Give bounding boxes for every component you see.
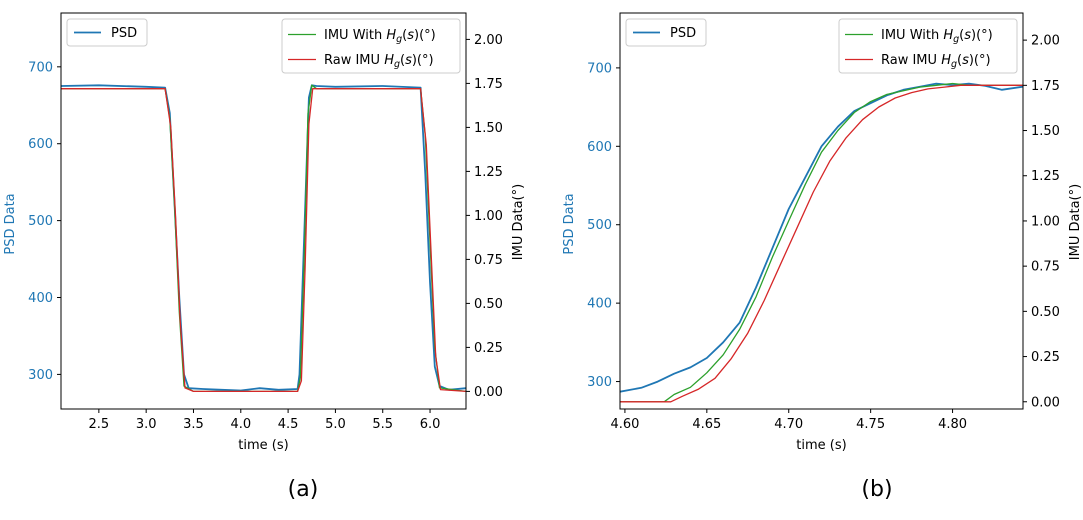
legend-imu: IMU With Hg(s)(°) Raw IMU Hg(s)(°) bbox=[281, 18, 461, 74]
legend-psd: PSD bbox=[625, 18, 707, 47]
plot-frame bbox=[60, 12, 467, 410]
x-tick-label: 3.5 bbox=[183, 417, 204, 432]
y-left-axis-title: PSD Data bbox=[562, 193, 577, 254]
y-right-axis-title: IMU Data(°) bbox=[511, 184, 526, 260]
y-right-tick-label: 1.00 bbox=[474, 209, 503, 224]
y-right-tick-label: 1.50 bbox=[1031, 124, 1060, 139]
y-right-tick-label: 2.00 bbox=[474, 33, 503, 48]
legend-psd-box bbox=[66, 18, 148, 47]
x-tick-label: 4.5 bbox=[278, 417, 299, 432]
legend-imu-box bbox=[281, 18, 461, 74]
y-right-tick-label: 0.75 bbox=[1031, 260, 1060, 275]
x-axis-title: time (s) bbox=[238, 438, 288, 453]
legend-psd-label: PSD bbox=[111, 26, 137, 41]
legend-psd-box bbox=[625, 18, 707, 47]
x-tick-label: 4.70 bbox=[774, 417, 803, 432]
y-right-tick-label: 1.25 bbox=[474, 165, 503, 180]
panel-label: (b) bbox=[861, 477, 892, 502]
series-line-raw-imu bbox=[61, 88, 466, 393]
legend-imu-label: IMU With Hg(s)(°) bbox=[881, 28, 993, 45]
y-left-axis-title: PSD Data bbox=[3, 193, 18, 254]
legend-imu-label: Raw IMU Hg(s)(°) bbox=[324, 53, 434, 70]
y-right-tick-label: 1.00 bbox=[1031, 214, 1060, 229]
series-line-psd bbox=[61, 84, 466, 392]
legend-imu: IMU With Hg(s)(°) Raw IMU Hg(s)(°) bbox=[838, 18, 1018, 74]
x-tick-label: 4.65 bbox=[692, 417, 721, 432]
y-left-tick-label: 600 bbox=[587, 140, 612, 155]
y-left-tick-label: 300 bbox=[28, 368, 53, 383]
x-tick-label: 5.5 bbox=[372, 417, 393, 432]
y-right-tick-label: 0.75 bbox=[474, 253, 503, 268]
x-tick-label: 4.75 bbox=[856, 417, 885, 432]
y-right-tick-label: 1.25 bbox=[1031, 169, 1060, 184]
x-axis-title: time (s) bbox=[796, 438, 846, 453]
series-line-raw-imu bbox=[620, 84, 1023, 403]
y-left-tick-label: 400 bbox=[587, 297, 612, 312]
y-left-tick-label: 500 bbox=[28, 214, 53, 229]
y-right-tick-label: 0.25 bbox=[1031, 350, 1060, 365]
legend-imu-box bbox=[838, 18, 1018, 74]
legend-imu-label: Raw IMU Hg(s)(°) bbox=[881, 53, 991, 70]
x-tick-label: 4.60 bbox=[610, 417, 639, 432]
x-tick-label: 4.0 bbox=[230, 417, 251, 432]
series-line-psd bbox=[620, 82, 1023, 393]
x-tick-label: 2.5 bbox=[89, 417, 110, 432]
y-left-tick-label: 500 bbox=[587, 218, 612, 233]
series-line-imu-with-hg bbox=[61, 84, 466, 393]
y-right-tick-label: 0.00 bbox=[474, 385, 503, 400]
y-right-tick-label: 2.00 bbox=[1031, 34, 1060, 49]
chart-panel-b: 4.60 4.65 4.70 4.75 4.80 300 400 500 600 700 0.00 0… bbox=[562, 12, 1083, 502]
legend-psd: PSD bbox=[66, 18, 148, 47]
y-right-tick-label: 1.50 bbox=[474, 121, 503, 136]
y-left-tick-label: 600 bbox=[28, 137, 53, 152]
y-left-tick-label: 400 bbox=[28, 291, 53, 306]
plot-frame bbox=[619, 12, 1024, 410]
chart-panel-a: 2.5 3.0 3.5 4.0 4.5 5.0 5.5 6.0 300 400 500 600 700 0… bbox=[3, 12, 526, 502]
series-line-imu-with-hg bbox=[620, 82, 1023, 403]
y-right-tick-label: 0.25 bbox=[474, 341, 503, 356]
y-left-tick-label: 700 bbox=[587, 61, 612, 76]
y-right-tick-label: 1.75 bbox=[474, 77, 503, 92]
x-tick-label: 5.0 bbox=[325, 417, 346, 432]
y-left-tick-label: 300 bbox=[587, 375, 612, 390]
x-tick-label: 3.0 bbox=[136, 417, 157, 432]
y-right-tick-label: 0.00 bbox=[1031, 395, 1060, 410]
y-right-tick-label: 0.50 bbox=[1031, 305, 1060, 320]
legend-imu-label: IMU With Hg(s)(°) bbox=[324, 28, 436, 45]
x-tick-label: 6.0 bbox=[420, 417, 441, 432]
panel-label: (a) bbox=[288, 477, 319, 502]
y-right-axis-title: IMU Data(°) bbox=[1068, 184, 1083, 260]
y-right-tick-label: 0.50 bbox=[474, 297, 503, 312]
y-left-tick-label: 700 bbox=[28, 60, 53, 75]
legend-psd-label: PSD bbox=[670, 26, 696, 41]
y-right-tick-label: 1.75 bbox=[1031, 79, 1060, 94]
x-tick-label: 4.80 bbox=[938, 417, 967, 432]
